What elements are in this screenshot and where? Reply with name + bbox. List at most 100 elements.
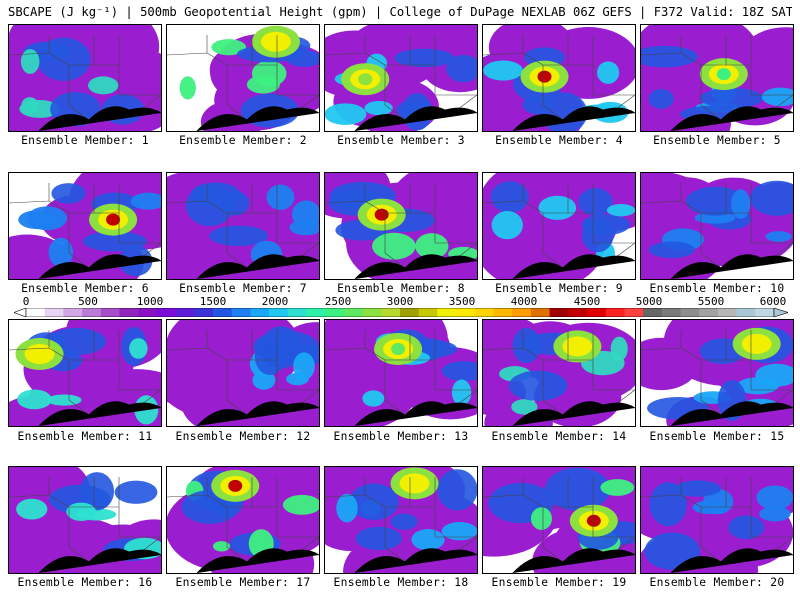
cape-field xyxy=(325,103,367,126)
colorbar-swatch xyxy=(194,308,214,317)
cape-field xyxy=(570,340,585,353)
ensemble-map-panel xyxy=(324,466,478,574)
coastline xyxy=(38,254,161,279)
ensemble-map-panel xyxy=(166,24,320,132)
cape-field xyxy=(644,532,700,570)
ensemble-member-label: Ensemble Member: 13 xyxy=(333,430,469,443)
colorbar-swatch xyxy=(680,308,700,317)
colorbar-swatch xyxy=(82,308,102,317)
cape-field xyxy=(648,89,674,109)
cape-field xyxy=(685,186,746,216)
cape-field xyxy=(252,370,276,390)
coastline xyxy=(196,254,319,279)
ensemble-map-panel xyxy=(640,24,794,132)
ensemble-member-label: Ensemble Member: 19 xyxy=(491,576,627,589)
coastline xyxy=(196,106,319,131)
cape-field xyxy=(282,494,319,515)
state-line xyxy=(543,183,635,244)
colorbar-swatch xyxy=(44,308,64,317)
ensemble-member-label: Ensemble Member: 4 xyxy=(495,134,623,147)
cape-field xyxy=(336,493,358,523)
ensemble-map-panel xyxy=(324,319,478,427)
ensemble-map-panel xyxy=(640,319,794,427)
colorbar-swatch xyxy=(474,308,494,317)
colorbar-swatch xyxy=(512,308,532,317)
coastline xyxy=(354,548,477,573)
cape-field xyxy=(512,327,541,364)
cape-field xyxy=(266,184,295,210)
sbcape-map xyxy=(641,467,793,573)
cape-field xyxy=(48,237,73,268)
ensemble-map-panel xyxy=(166,319,320,427)
cape-field xyxy=(648,241,695,259)
colorbar-swatch xyxy=(175,308,195,317)
coastline xyxy=(196,401,319,426)
cape-field xyxy=(79,472,115,511)
ensemble-map-panel xyxy=(324,172,478,280)
ensemble-member-label: Ensemble Member: 6 xyxy=(21,282,149,295)
cape-field xyxy=(26,206,68,231)
ensemble-member-label: Ensemble Member: 12 xyxy=(175,430,311,443)
cape-field xyxy=(20,49,40,74)
cape-field xyxy=(597,61,620,84)
coastline xyxy=(512,254,635,279)
colorbar-swatch xyxy=(549,308,569,317)
colorbar-tick-label: 4500 xyxy=(573,295,601,308)
cape-field xyxy=(749,180,793,216)
ensemble-member-label: Ensemble Member: 2 xyxy=(179,134,307,147)
colorbar-swatch xyxy=(269,308,289,317)
cape-field xyxy=(185,185,234,227)
cape-field xyxy=(114,480,158,504)
colorbar-swatch xyxy=(343,308,363,317)
coastline xyxy=(354,254,477,279)
cape-field xyxy=(415,233,449,259)
colorbar-tick-label: 1500 xyxy=(199,295,227,308)
coastline xyxy=(354,401,477,426)
cape-field xyxy=(544,467,611,511)
cape-field xyxy=(511,399,538,415)
ensemble-map-panel xyxy=(324,24,478,132)
coastline xyxy=(670,548,793,573)
state-line xyxy=(385,330,477,391)
cape-field xyxy=(362,390,385,407)
state-line xyxy=(69,330,161,391)
sbcape-map xyxy=(483,467,635,573)
ensemble-map-panel xyxy=(166,172,320,280)
sbcape-map xyxy=(9,467,161,573)
colorbar-swatch xyxy=(287,308,307,317)
cape-field xyxy=(16,498,48,520)
cape-field xyxy=(106,213,121,226)
cape-field xyxy=(358,73,373,86)
cape-field xyxy=(537,70,552,83)
colorbar-swatch xyxy=(231,308,251,317)
sbcape-map xyxy=(641,25,793,131)
cape-field xyxy=(364,100,393,116)
cape-field xyxy=(731,189,751,219)
ensemble-member-label: Ensemble Member: 5 xyxy=(653,134,781,147)
state-line xyxy=(701,330,793,391)
sbcape-map xyxy=(325,467,477,573)
colorbar-swatch xyxy=(306,308,326,317)
ensemble-member-label: Ensemble Member: 17 xyxy=(175,576,311,589)
colorbar-max-arrow xyxy=(773,308,788,317)
state-line xyxy=(543,477,635,538)
colorbar-swatch xyxy=(493,308,513,317)
cape-field xyxy=(649,482,687,527)
colorbar-swatch xyxy=(100,308,120,317)
cape-field xyxy=(765,231,792,242)
colorbar-swatch xyxy=(325,308,345,317)
state-line xyxy=(227,477,319,538)
colorbar-swatch xyxy=(643,308,663,317)
coastline xyxy=(196,548,319,573)
cape-field xyxy=(228,479,243,492)
coastline xyxy=(38,401,161,426)
state-line xyxy=(227,35,319,96)
colorbar-swatch xyxy=(437,308,457,317)
cape-field xyxy=(538,195,577,220)
cape-field xyxy=(293,352,315,380)
sbcape-map xyxy=(325,173,477,279)
colorbar-swatch xyxy=(661,308,681,317)
ensemble-member-label: Ensemble Member: 15 xyxy=(649,430,785,443)
colorbar-tick-label: 2500 xyxy=(324,295,352,308)
cape-field xyxy=(355,526,402,551)
